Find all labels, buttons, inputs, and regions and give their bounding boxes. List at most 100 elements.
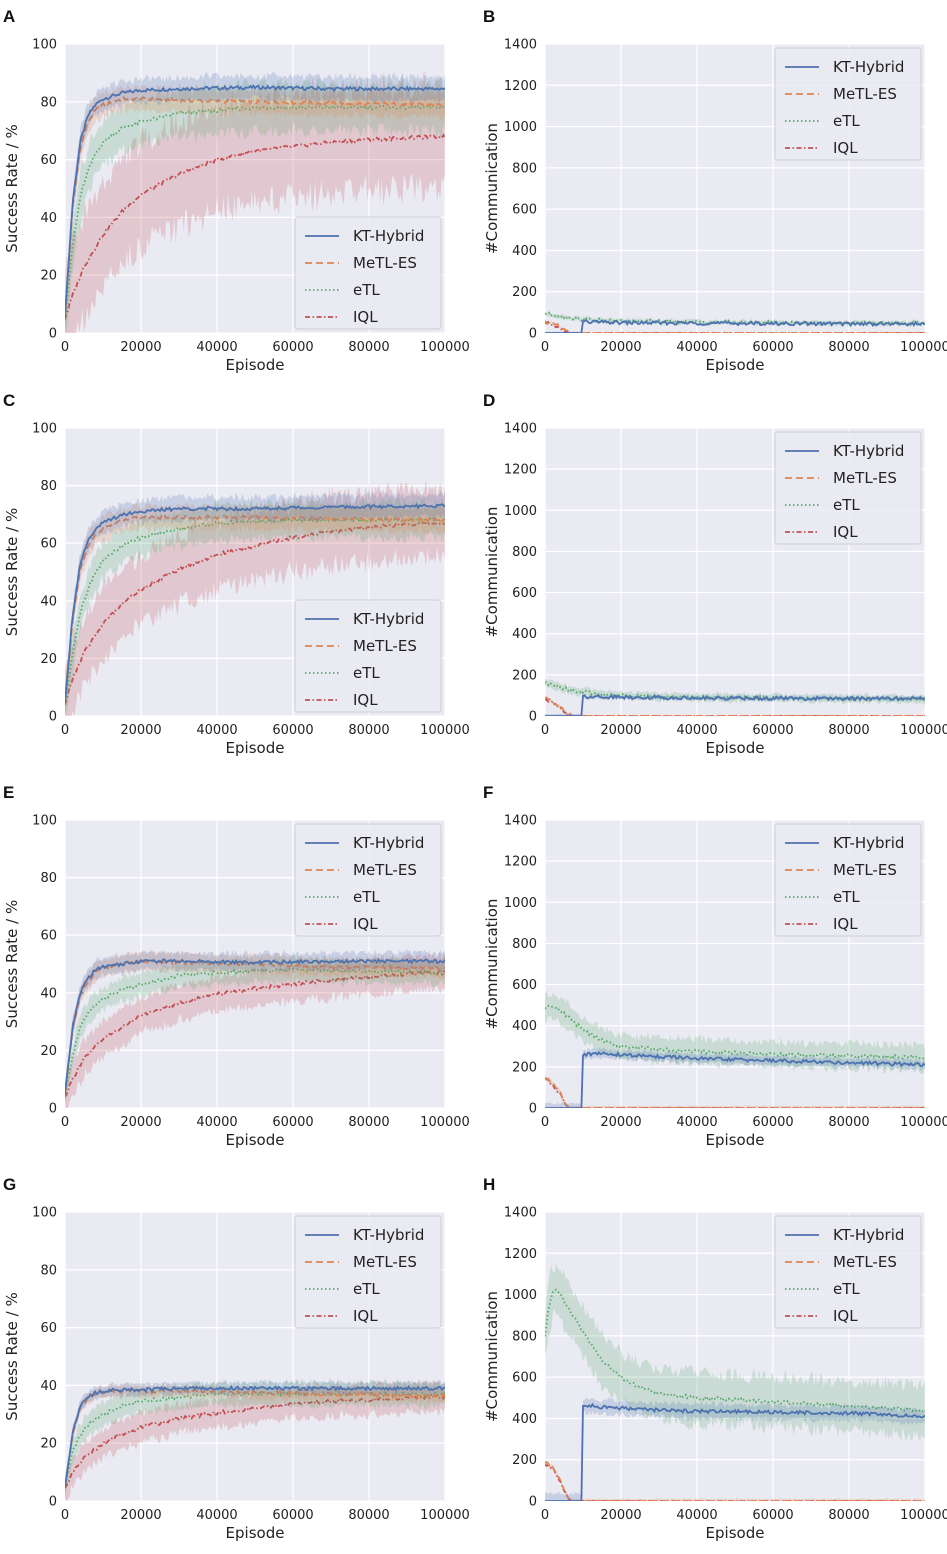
- series-group: [545, 990, 925, 1108]
- x-tick-label: 100000: [900, 340, 947, 355]
- line-iql: [65, 520, 445, 705]
- y-tick-label: 0: [529, 327, 537, 342]
- x-axis-label: Episode: [706, 739, 765, 757]
- series-group: [65, 478, 445, 716]
- band-iql: [65, 1379, 445, 1501]
- x-tick-label: 40000: [196, 1508, 237, 1523]
- y-axis-label: Success Rate / %: [3, 1292, 21, 1420]
- y-tick-label: 20: [40, 1044, 57, 1059]
- legend-label: eTL: [353, 1280, 380, 1298]
- legend-label: MeTL-ES: [833, 861, 897, 879]
- x-tick-label: 60000: [272, 340, 313, 355]
- y-tick-label: 80: [40, 95, 57, 110]
- legend-label: MeTL-ES: [353, 1253, 417, 1271]
- x-tick-label: 40000: [676, 723, 717, 738]
- x-tick-label: 0: [541, 1115, 549, 1130]
- x-tick-label: 80000: [828, 723, 869, 738]
- line-etl: [545, 1288, 925, 1413]
- legend: KT-Hybrid MeTL-ES eTL IQL: [294, 599, 442, 713]
- y-tick-label: 60: [40, 537, 57, 552]
- y-tick-label: 80: [40, 1263, 57, 1278]
- legend-label: IQL: [833, 523, 858, 541]
- line-kt-hybrid: [545, 318, 925, 333]
- line-kt-hybrid: [545, 693, 925, 716]
- y-tick-label: 100: [32, 38, 57, 53]
- legend: KT-Hybrid MeTL-ES eTL IQL: [774, 823, 922, 937]
- panel-e: 0 20000 40000 60000 80000 100000 0 20 40 60 80 100 E…: [3, 783, 470, 1149]
- y-axis-label: #Communication: [483, 899, 501, 1030]
- x-tick-label: 0: [541, 1508, 549, 1523]
- legend-label: KT-Hybrid: [353, 1226, 424, 1244]
- y-tick-label: 1000: [504, 120, 537, 135]
- x-tick-label: 20000: [600, 1115, 641, 1130]
- legend-label: eTL: [833, 1280, 860, 1298]
- y-tick-label: 400: [512, 244, 537, 259]
- band-iql: [65, 478, 445, 716]
- legend-label: eTL: [353, 281, 380, 299]
- x-tick-label: 60000: [752, 1508, 793, 1523]
- line-kt-hybrid: [65, 1384, 445, 1488]
- x-tick-label: 40000: [196, 340, 237, 355]
- legend-label: KT-Hybrid: [353, 610, 424, 628]
- x-tick-label: 0: [61, 723, 69, 738]
- line-etl: [65, 967, 445, 1094]
- series-group: [545, 1264, 925, 1501]
- y-axis-label: #Communication: [483, 1291, 501, 1422]
- x-axis-label: Episode: [226, 739, 285, 757]
- legend-label: KT-Hybrid: [833, 1226, 904, 1244]
- legend-box: [294, 216, 442, 330]
- legend-box: [774, 823, 922, 937]
- x-tick-label: 20000: [120, 340, 161, 355]
- panel-letter: F: [483, 783, 493, 802]
- y-tick-label: 1200: [504, 855, 537, 870]
- legend-label: IQL: [353, 691, 378, 709]
- panel-h: 0 20000 40000 60000 80000 100000 0 200 400 600 800…: [483, 1175, 947, 1542]
- legend: KT-Hybrid MeTL-ES eTL IQL: [294, 823, 442, 937]
- y-tick-label: 1200: [504, 1247, 537, 1262]
- x-tick-label: 60000: [752, 723, 793, 738]
- band-iql: [65, 949, 445, 1108]
- band-etl: [545, 990, 925, 1075]
- x-tick-label: 80000: [348, 723, 389, 738]
- y-tick-label: 0: [49, 710, 57, 725]
- x-tick-label: 80000: [348, 340, 389, 355]
- y-tick-label: 100: [32, 814, 57, 829]
- y-tick-label: 600: [512, 586, 537, 601]
- legend-box: [774, 47, 922, 161]
- band-etl: [545, 1264, 925, 1442]
- x-tick-label: 100000: [420, 1508, 470, 1523]
- y-tick-label: 20: [40, 652, 57, 667]
- x-tick-label: 40000: [196, 723, 237, 738]
- y-tick-label: 200: [512, 1060, 537, 1075]
- x-tick-label: 0: [541, 340, 549, 355]
- x-axis-label: Episode: [706, 1524, 765, 1542]
- x-tick-label: 60000: [272, 1508, 313, 1523]
- legend: KT-Hybrid MeTL-ES eTL IQL: [294, 216, 442, 330]
- x-tick-label: 100000: [420, 340, 470, 355]
- y-tick-label: 1400: [504, 814, 537, 829]
- x-axis-label: Episode: [706, 356, 765, 374]
- legend-label: IQL: [353, 915, 378, 933]
- y-tick-label: 200: [512, 668, 537, 683]
- legend-label: MeTL-ES: [833, 469, 897, 487]
- panel-f: 0 20000 40000 60000 80000 100000 0 200 400 600 800…: [483, 783, 947, 1149]
- x-tick-label: 100000: [420, 1115, 470, 1130]
- y-tick-label: 60: [40, 1321, 57, 1336]
- y-tick-label: 40: [40, 594, 57, 609]
- y-tick-label: 0: [529, 1102, 537, 1117]
- x-tick-label: 40000: [676, 1115, 717, 1130]
- legend: KT-Hybrid MeTL-ES eTL IQL: [774, 1215, 922, 1329]
- x-tick-label: 60000: [272, 723, 313, 738]
- panel-letter: H: [483, 1175, 495, 1194]
- legend-label: MeTL-ES: [833, 1253, 897, 1271]
- legend-box: [294, 823, 442, 937]
- x-tick-label: 80000: [828, 1508, 869, 1523]
- y-tick-label: 100: [32, 422, 57, 437]
- y-tick-label: 1000: [504, 896, 537, 911]
- legend-label: KT-Hybrid: [353, 227, 424, 245]
- y-tick-label: 400: [512, 1019, 537, 1034]
- x-tick-label: 0: [61, 1115, 69, 1130]
- x-tick-label: 20000: [600, 1508, 641, 1523]
- legend-label: KT-Hybrid: [353, 834, 424, 852]
